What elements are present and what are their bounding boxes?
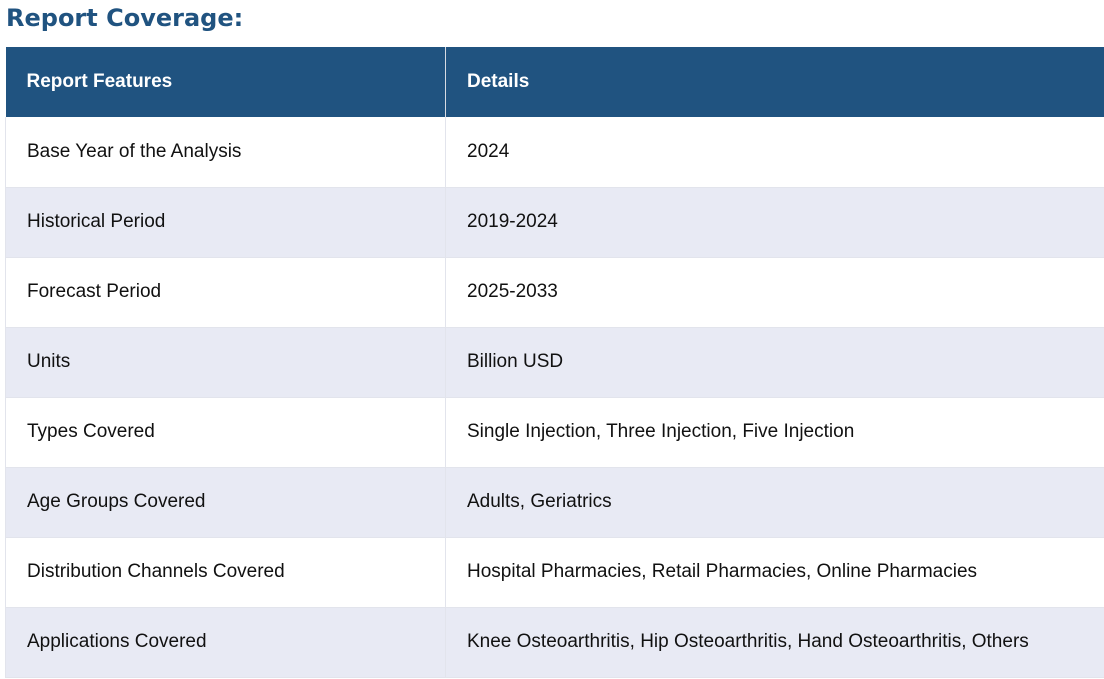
table-row: Age Groups Covered Adults, Geriatrics (5, 467, 1104, 538)
column-header-details: Details (445, 47, 1104, 117)
feature-cell: Forecast Period (5, 257, 446, 328)
table-row: Applications Covered Knee Osteoarthritis… (5, 607, 1104, 678)
table-row: Distribution Channels Covered Hospital P… (5, 537, 1104, 608)
detail-cell: 2024 (445, 117, 1104, 188)
detail-cell: 2019-2024 (445, 187, 1104, 258)
feature-cell: Types Covered (5, 397, 446, 468)
table-header-row: Report Features Details (5, 47, 1104, 117)
table-row: Types Covered Single Injection, Three In… (5, 397, 1104, 468)
section-title: Report Coverage: (6, 4, 244, 32)
detail-cell: Knee Osteoarthritis, Hip Osteoarthritis,… (445, 607, 1104, 678)
detail-cell: Hospital Pharmacies, Retail Pharmacies, … (445, 537, 1104, 608)
feature-cell: Units (5, 327, 446, 398)
table-row: Forecast Period 2025-2033 (5, 257, 1104, 328)
detail-cell: Adults, Geriatrics (445, 467, 1104, 538)
table-row: Units Billion USD (5, 327, 1104, 398)
feature-cell: Historical Period (5, 187, 446, 258)
detail-cell: Billion USD (445, 327, 1104, 398)
column-header-features: Report Features (5, 47, 446, 117)
detail-cell: 2025-2033 (445, 257, 1104, 328)
table-row: Historical Period 2019-2024 (5, 187, 1104, 258)
feature-cell: Distribution Channels Covered (5, 537, 446, 608)
feature-cell: Applications Covered (5, 607, 446, 678)
feature-cell: Base Year of the Analysis (5, 117, 446, 188)
report-coverage-table: Report Features Details Base Year of the… (5, 47, 1104, 678)
detail-cell: Single Injection, Three Injection, Five … (445, 397, 1104, 468)
table-row: Base Year of the Analysis 2024 (5, 117, 1104, 188)
feature-cell: Age Groups Covered (5, 467, 446, 538)
